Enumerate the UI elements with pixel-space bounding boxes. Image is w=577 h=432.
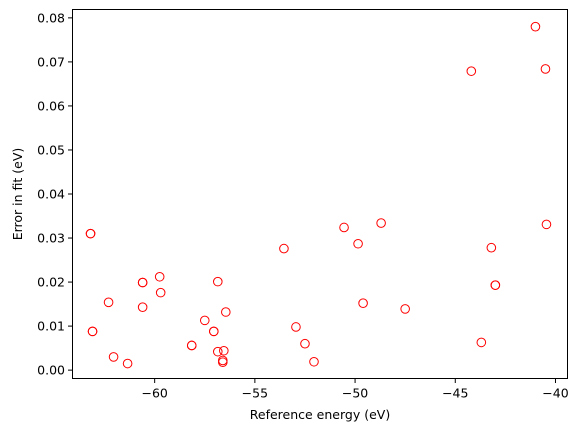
data-point <box>85 228 96 239</box>
plot-frame <box>72 9 568 379</box>
data-point <box>199 315 210 326</box>
data-point <box>186 340 197 351</box>
data-point <box>279 243 289 254</box>
x-axis: −60 −55 −50 −45 −40 <box>141 378 569 401</box>
data-point <box>300 338 310 349</box>
x-tick-label: −50 <box>342 386 368 401</box>
data-point <box>219 345 229 356</box>
data-point <box>466 66 477 76</box>
data-point <box>541 219 552 230</box>
data-point <box>218 357 228 368</box>
x-tick-label: −40 <box>542 386 568 401</box>
data-point <box>309 356 319 367</box>
y-tick-label: 0.06 <box>37 98 65 113</box>
x-tick-label: −60 <box>141 386 167 401</box>
data-point <box>486 242 497 253</box>
data-point <box>530 21 541 32</box>
data-points <box>85 21 552 369</box>
data-point <box>122 358 133 369</box>
data-point <box>291 322 301 332</box>
data-point <box>490 280 501 290</box>
y-tick-label: 0.01 <box>37 319 65 334</box>
data-point <box>137 277 148 288</box>
data-point <box>353 238 363 249</box>
data-point <box>376 218 386 228</box>
data-point <box>212 276 223 287</box>
y-tick-label: 0.03 <box>37 231 65 246</box>
y-tick-label: 0.00 <box>37 363 65 378</box>
data-point <box>221 307 231 317</box>
y-axis-label: Error in fit (eV) <box>10 148 25 241</box>
y-tick-label: 0.02 <box>37 275 65 290</box>
data-point <box>154 271 165 282</box>
y-tick-label: 0.04 <box>37 187 65 202</box>
data-point <box>137 302 148 312</box>
y-tick-label: 0.05 <box>37 142 65 157</box>
x-tick-label: −45 <box>442 386 468 401</box>
data-point <box>476 337 487 348</box>
y-axis: 0.00 0.01 0.02 0.03 0.04 0.05 0.06 0.07 0.08 <box>37 10 73 378</box>
data-point <box>87 326 98 337</box>
data-point <box>155 287 166 298</box>
data-point <box>339 222 349 233</box>
data-point <box>208 326 219 337</box>
data-point <box>400 304 410 314</box>
x-tick-label: −55 <box>242 386 268 401</box>
data-point <box>108 352 119 362</box>
y-tick-label: 0.07 <box>37 54 65 69</box>
data-point <box>358 298 368 309</box>
x-axis-label: Reference energy (eV) <box>250 407 390 422</box>
data-point <box>212 346 223 357</box>
data-point <box>103 297 114 308</box>
y-tick-label: 0.08 <box>37 10 65 25</box>
data-point <box>540 64 551 74</box>
